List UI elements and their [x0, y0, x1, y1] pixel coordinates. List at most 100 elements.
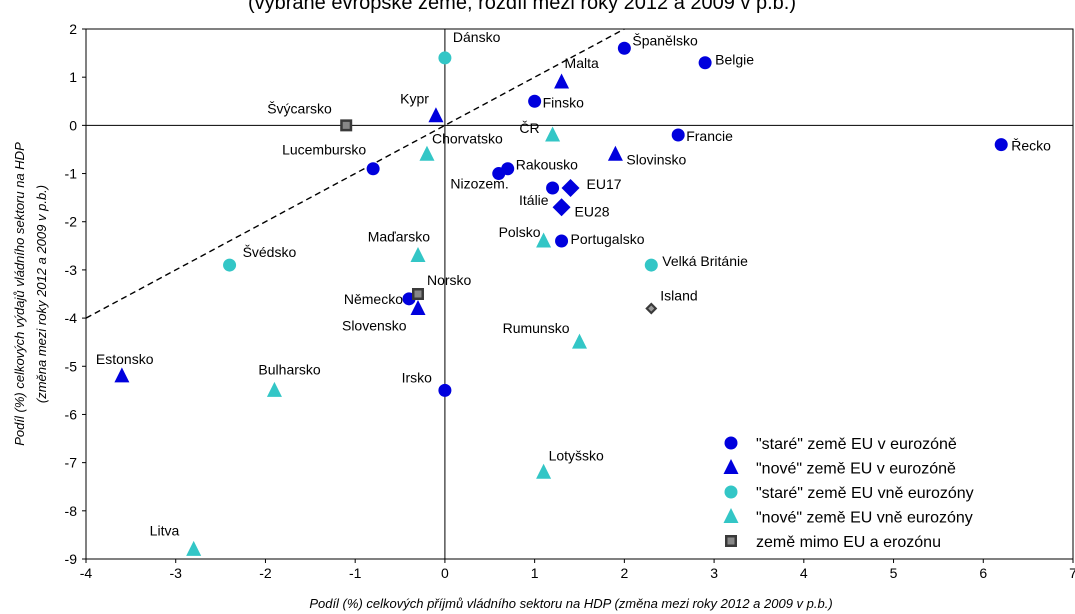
point-lucembursko — [366, 162, 380, 176]
point-dansko — [438, 51, 452, 65]
point-label-eu17: EU17 — [587, 176, 622, 192]
y-tick-label: 2 — [69, 21, 77, 37]
point-norsko — [411, 288, 424, 300]
point-chorvatsko — [419, 145, 435, 161]
point-malta — [554, 73, 570, 89]
point-label-velka-britanie: Velká Británie — [662, 253, 748, 269]
point-spanelsko — [617, 41, 631, 55]
x-tick-label: 3 — [710, 565, 718, 581]
point-madarsko — [410, 246, 426, 262]
legend-label-2: "nové" země EU v eurozóně — [756, 461, 956, 478]
point-cr — [545, 126, 561, 142]
point-velka-britanie — [644, 258, 658, 272]
point-label-nemecko: Německo — [344, 291, 403, 307]
x-tick-label: 2 — [620, 565, 628, 581]
point-finsko — [528, 94, 542, 108]
y-tick-label: -1 — [65, 166, 78, 182]
point-label-portugalsko: Portugalsko — [571, 231, 645, 247]
reference-line-y-equals-x — [85, 28, 625, 319]
point-slovensko — [410, 299, 426, 315]
point-kypr — [428, 107, 444, 123]
y-tick-label: -3 — [65, 262, 78, 278]
point-label-litva: Litva — [150, 522, 180, 538]
zero-axes — [86, 29, 1073, 559]
point-label-estonsko: Estonsko — [96, 351, 154, 367]
x-tick-label: 7 — [1069, 565, 1075, 581]
point-label-kypr: Kypr — [400, 91, 429, 107]
y-tick-label: -9 — [65, 551, 78, 567]
x-tick-label: 4 — [800, 565, 808, 581]
y-tick-label: 0 — [69, 117, 77, 133]
point-svycarsko — [340, 119, 353, 132]
x-tick-label: -3 — [170, 565, 183, 581]
point-label-slovinsko: Slovinsko — [626, 151, 686, 167]
chart-title: (vybrané evropské země, rozdíl mezi roky… — [248, 0, 796, 14]
point-label-eu28: EU28 — [575, 203, 610, 219]
x-tick-label: -4 — [80, 565, 93, 581]
point-island — [645, 302, 658, 315]
point-slovinsko — [607, 145, 623, 161]
point-estonsko — [114, 367, 130, 383]
point-label-norsko: Norsko — [427, 272, 472, 288]
x-tick-label: 5 — [890, 565, 898, 581]
point-label-belgie: Belgie — [715, 52, 754, 68]
point-label-dansko: Dánsko — [453, 29, 501, 45]
y-tick-label: -6 — [65, 406, 78, 422]
point-labels: Španělsko Belgie Finsko Francie Řecko Lucembu… — [96, 29, 1051, 538]
x-tick-label: 0 — [441, 565, 449, 581]
point-label-lucembursko: Lucembursko — [282, 142, 366, 158]
x-tick-label: 6 — [979, 565, 987, 581]
legend-label-3: "staré" země EU vně eurozóny — [756, 485, 974, 502]
data-points — [114, 41, 1008, 556]
legend-label-5: země mimo EU a erozónu — [756, 534, 941, 551]
point-label-polsko: Polsko — [499, 224, 541, 240]
x-tick-label: 1 — [531, 565, 539, 581]
legend-marker-2 — [723, 459, 739, 474]
point-eu17 — [561, 179, 580, 197]
point-label-slovensko: Slovensko — [342, 317, 407, 333]
y-tick-label: 1 — [69, 69, 77, 85]
point-label-recko: Řecko — [1011, 138, 1051, 154]
legend-marker-5 — [725, 535, 737, 547]
point-label-rumunsko: Rumunsko — [503, 320, 570, 336]
y-tick-label: -4 — [65, 310, 78, 326]
point-label-nizozem: Nizozem. — [450, 176, 508, 192]
legend-label-4: "nové" země EU vně eurozóny — [756, 510, 973, 527]
tick-labels: -4 -3 -2 -1 0 1 2 3 4 5 6 7 -9 -8 -7 -6 -5 -4 -3 -2 -1 0 1 2 — [65, 21, 1075, 581]
y-tick-label: -8 — [65, 503, 78, 519]
point-label-bulharsko: Bulharsko — [258, 361, 320, 377]
point-label-finsko: Finsko — [543, 94, 584, 110]
point-rumunsko — [572, 333, 587, 349]
y-axis-title-line1: Podíl (%) celkových výdajů vládního sekt… — [12, 142, 27, 446]
legend-label-1: "staré" země EU v eurozóně — [756, 436, 957, 453]
point-label-cr: ČR — [519, 120, 539, 136]
point-polsko — [536, 232, 552, 248]
x-tick-label: -1 — [349, 565, 362, 581]
y-tick-label: -2 — [65, 214, 78, 230]
point-label-malta: Malta — [565, 55, 599, 71]
point-label-irsko: Irsko — [402, 369, 433, 385]
point-label-island: Island — [660, 287, 697, 303]
point-recko — [994, 138, 1008, 152]
legend-marker-3 — [724, 485, 738, 499]
y-tick-label: -5 — [65, 358, 78, 374]
point-label-chorvatsko: Chorvatsko — [432, 130, 503, 146]
point-label-rakousko: Rakousko — [516, 157, 578, 173]
point-label-francie: Francie — [686, 128, 733, 144]
point-label-italie: Itálie — [519, 192, 549, 208]
point-nizozem — [492, 167, 506, 181]
y-tick-label: -7 — [65, 455, 78, 471]
legend: "staré" země EU v eurozóně "nové" země EU… — [723, 436, 974, 551]
point-label-svedsko: Švédsko — [243, 244, 297, 260]
point-italie — [546, 181, 560, 195]
point-label-svycarsko: Švýcarsko — [267, 100, 332, 116]
point-bulharsko — [266, 381, 282, 397]
point-litva — [186, 540, 202, 556]
legend-marker-1 — [724, 436, 738, 450]
plot-area-frame — [85, 28, 1074, 560]
reference-line-layer — [85, 28, 625, 319]
x-axis-title: Podíl (%) celkových příjmů vládního sekt… — [309, 596, 832, 611]
legend-marker-4 — [723, 508, 739, 523]
point-irsko — [438, 383, 452, 397]
